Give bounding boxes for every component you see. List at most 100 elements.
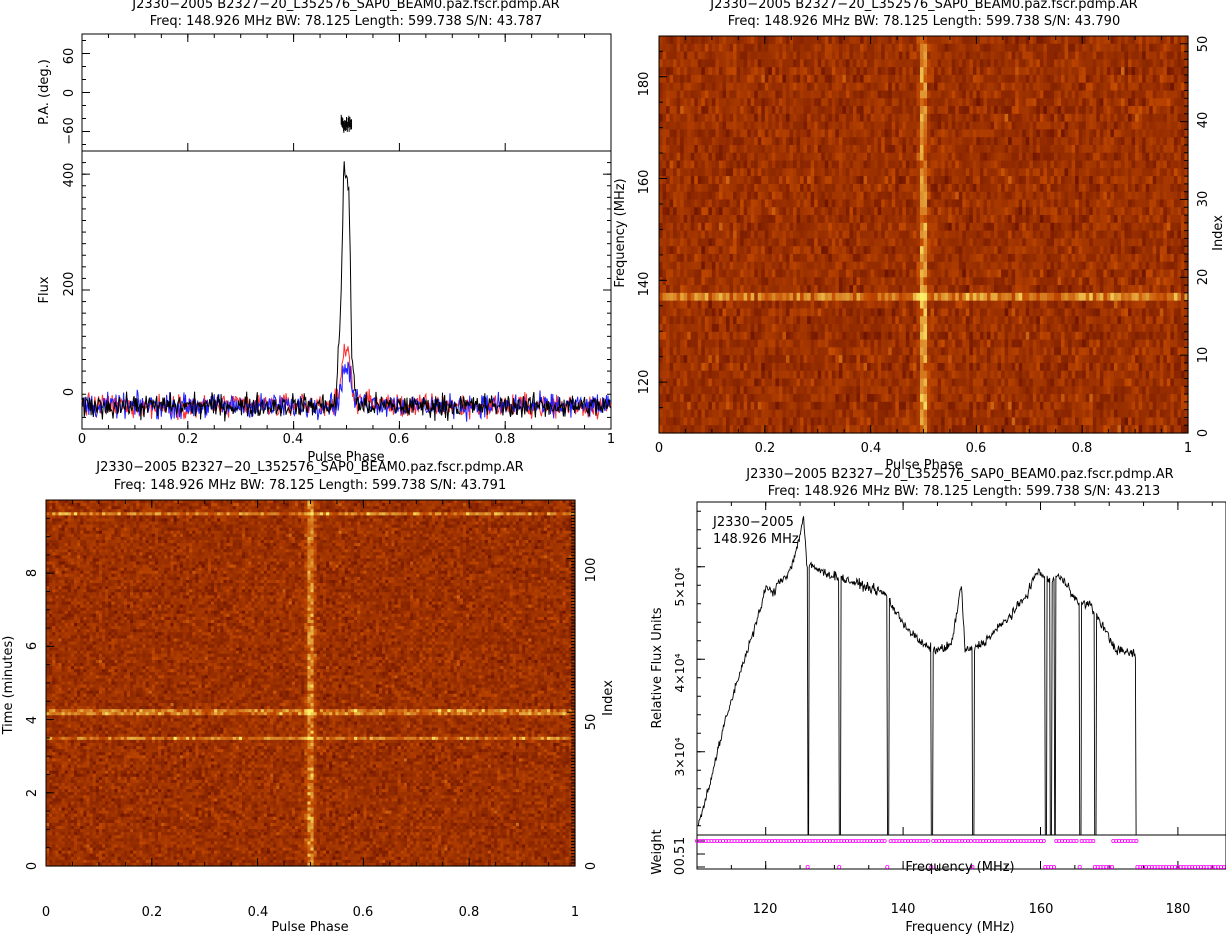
heatmap-cell: [916, 184, 920, 192]
heatmap-cell: [726, 90, 730, 98]
heatmap-cell: [825, 83, 829, 91]
heatmap-cell: [712, 67, 716, 75]
heatmap-cell: [666, 122, 670, 130]
heatmap-cell: [846, 114, 850, 122]
heatmap-cell: [744, 238, 748, 246]
heatmap-cell: [853, 129, 857, 137]
heatmap-cell: [687, 231, 691, 239]
heatmap-cell: [789, 153, 793, 161]
heatmap-cell: [673, 215, 677, 223]
heatmap-cell: [983, 246, 987, 254]
heatmap-cell: [1177, 238, 1181, 246]
heatmap-cell: [1019, 122, 1023, 130]
heatmap-cell: [1040, 75, 1044, 83]
heatmap-cell: [730, 137, 734, 145]
heatmap-cell: [733, 153, 737, 161]
heatmap-cell: [782, 36, 786, 44]
heatmap-cell: [1153, 90, 1157, 98]
heatmap-cell: [1054, 106, 1058, 114]
heatmap-cell: [952, 223, 956, 231]
heatmap-cell: [1100, 199, 1104, 207]
heatmap-cell: [962, 137, 966, 145]
heatmap-cell: [744, 223, 748, 231]
heatmap-cell: [871, 59, 875, 67]
heatmap-cell: [874, 137, 878, 145]
heatmap-cell: [775, 231, 779, 239]
heatmap-cell: [874, 98, 878, 106]
heatmap-cell: [1082, 129, 1086, 137]
heatmap-cell: [952, 215, 956, 223]
heatmap-cell: [698, 106, 702, 114]
heatmap-cell: [744, 90, 748, 98]
heatmap-cell: [853, 246, 857, 254]
heatmap-cell: [987, 145, 991, 153]
heatmap-cell: [761, 67, 765, 75]
heatmap-cell: [1033, 231, 1037, 239]
heatmap-cell: [726, 192, 730, 200]
heatmap-cell: [1040, 98, 1044, 106]
heatmap-cell: [931, 122, 935, 130]
heatmap-cell: [1065, 238, 1069, 246]
heatmap-cell: [701, 168, 705, 176]
heatmap-cell: [864, 153, 868, 161]
heatmap-cell: [680, 52, 684, 60]
heatmap-cell: [835, 106, 839, 114]
heatmap-cell: [1029, 215, 1033, 223]
heatmap-cell: [680, 129, 684, 137]
heatmap-cell: [948, 207, 952, 215]
heatmap-cell: [952, 129, 956, 137]
heatmap-cell: [998, 59, 1002, 67]
heatmap-cell: [888, 215, 892, 223]
heatmap-cell: [1181, 184, 1185, 192]
heatmap-cell: [888, 59, 892, 67]
heatmap-cell: [920, 114, 924, 122]
heatmap-cell: [1135, 184, 1139, 192]
heatmap-cell: [744, 145, 748, 153]
heatmap-cell: [864, 59, 868, 67]
heatmap-cell: [828, 90, 832, 98]
heatmap-cell: [994, 199, 998, 207]
heatmap-cell: [1072, 129, 1076, 137]
heatmap-cell: [906, 161, 910, 169]
heatmap-cell: [659, 184, 663, 192]
heatmap-cell: [1005, 44, 1009, 52]
heatmap-cell: [1075, 215, 1079, 223]
heatmap-cell: [1061, 161, 1065, 169]
heatmap-cell: [881, 75, 885, 83]
heatmap-cell: [1110, 83, 1114, 91]
heatmap-cell: [701, 161, 705, 169]
heatmap-cell: [698, 254, 702, 262]
heatmap-cell: [931, 231, 935, 239]
heatmap-cell: [888, 168, 892, 176]
heatmap-cell: [966, 223, 970, 231]
heatmap-cell: [916, 231, 920, 239]
heatmap-cell: [701, 238, 705, 246]
heatmap-cell: [1100, 153, 1104, 161]
heatmap-cell: [1033, 36, 1037, 44]
heatmap-cell: [786, 122, 790, 130]
heatmap-cell: [758, 106, 762, 114]
heatmap-cell: [673, 129, 677, 137]
heatmap-cell: [684, 67, 688, 75]
heatmap-cell: [1149, 59, 1153, 67]
heatmap-cell: [1167, 90, 1171, 98]
heatmap-cell: [1015, 215, 1019, 223]
heatmap-cell: [916, 215, 920, 223]
heatmap-cell: [927, 137, 931, 145]
heatmap-cell: [1012, 215, 1016, 223]
heatmap-cell: [772, 254, 776, 262]
heatmap-cell: [909, 161, 913, 169]
heatmap-cell: [909, 106, 913, 114]
heatmap-cell: [938, 215, 942, 223]
heatmap-cell: [927, 192, 931, 200]
heatmap-cell: [666, 83, 670, 91]
heatmap-cell: [934, 192, 938, 200]
heatmap-cell: [1142, 161, 1146, 169]
heatmap-cell: [916, 223, 920, 231]
heatmap-cell: [765, 176, 769, 184]
heatmap-cell: [849, 44, 853, 52]
heatmap-cell: [987, 67, 991, 75]
heatmap-cell: [694, 145, 698, 153]
heatmap-cell: [959, 67, 963, 75]
heatmap-cell: [1170, 59, 1174, 67]
